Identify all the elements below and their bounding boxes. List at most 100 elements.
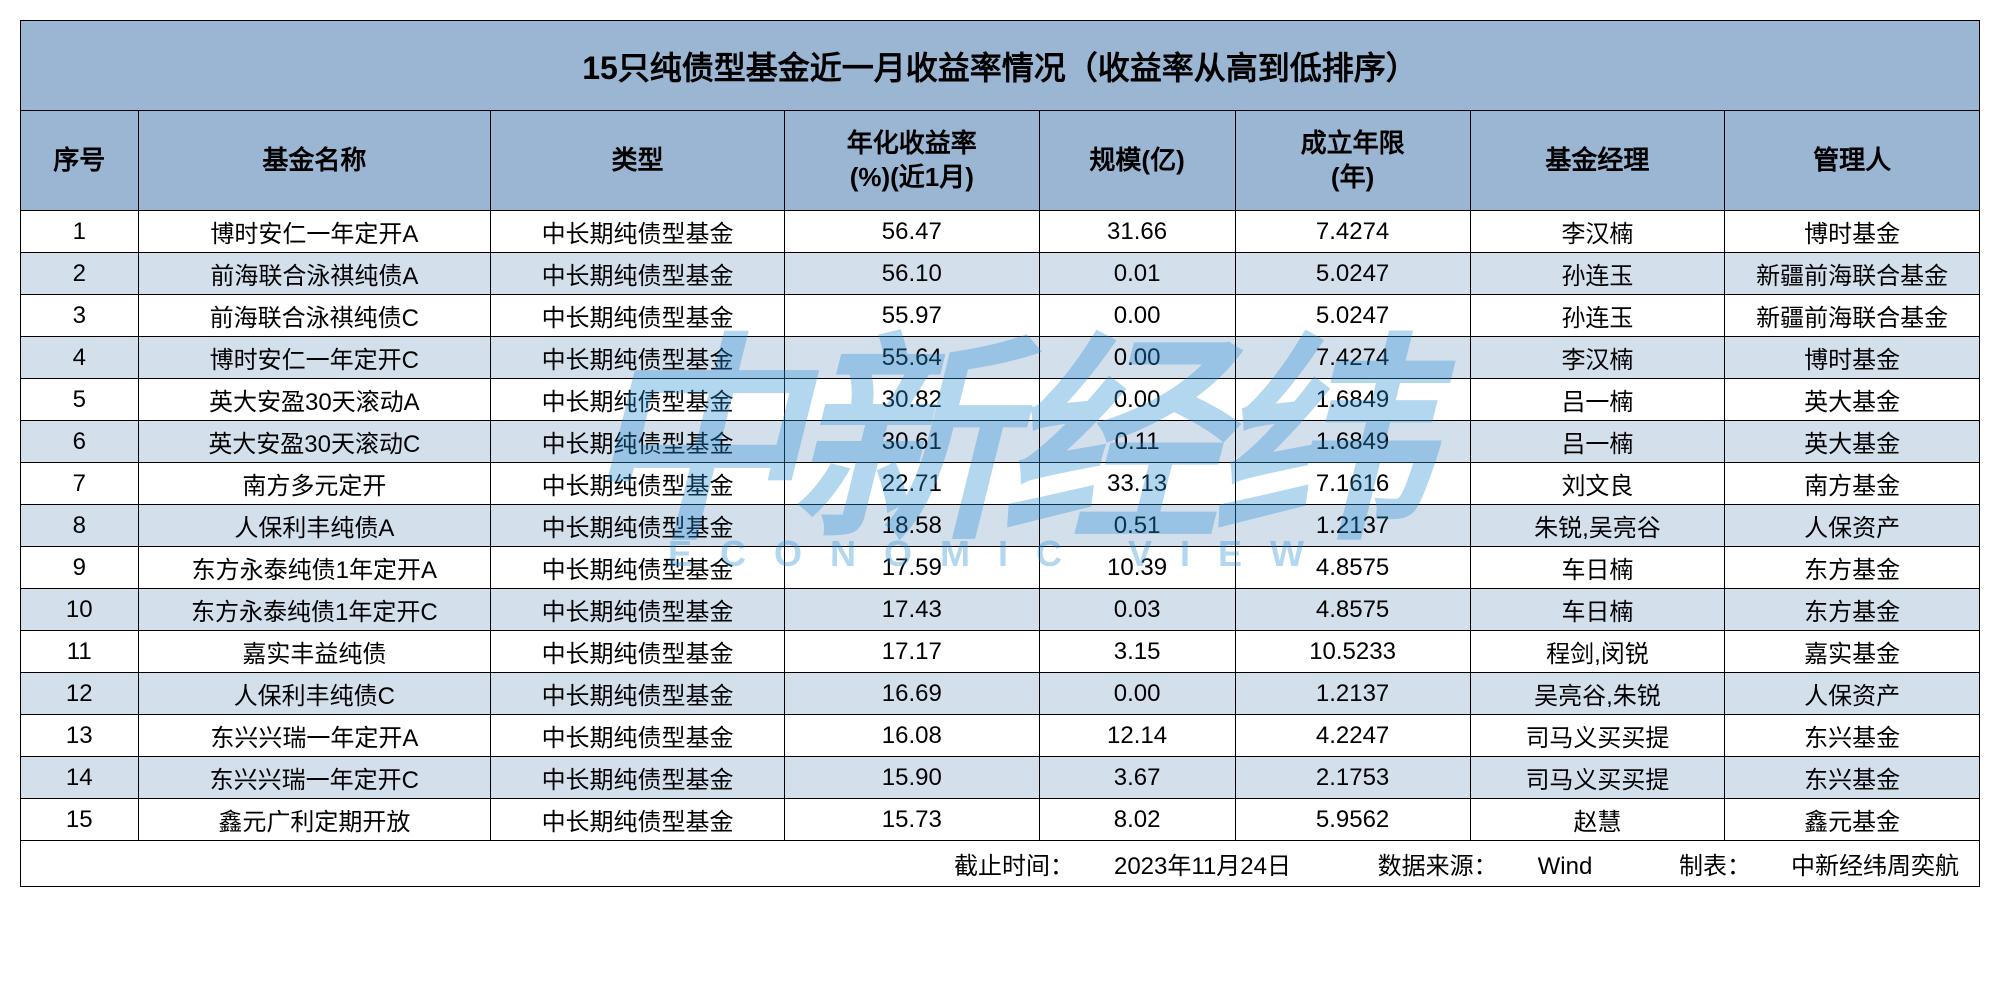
cell-idx: 12 <box>21 673 139 715</box>
cell-age: 1.6849 <box>1235 421 1470 463</box>
cell-type: 中长期纯债型基金 <box>491 463 785 505</box>
cell-scale: 0.03 <box>1039 589 1235 631</box>
cell-type: 中长期纯债型基金 <box>491 253 785 295</box>
cell-idx: 9 <box>21 547 139 589</box>
cell-type: 中长期纯债型基金 <box>491 673 785 715</box>
footer-cutoff: 截止时间： 2023年11月24日 <box>914 853 1298 880</box>
cell-name: 前海联合泳祺纯债C <box>138 295 491 337</box>
cell-name: 英大安盈30天滚动A <box>138 379 491 421</box>
column-header-idx: 序号 <box>21 111 139 211</box>
cell-age: 7.4274 <box>1235 211 1470 253</box>
cell-idx: 4 <box>21 337 139 379</box>
cell-manager: 吕一楠 <box>1470 421 1725 463</box>
cell-yield: 55.64 <box>784 337 1039 379</box>
table-title: 15只纯债型基金近一月收益率情况（收益率从高到低排序） <box>21 21 1980 111</box>
cell-idx: 7 <box>21 463 139 505</box>
table-row: 7南方多元定开中长期纯债型基金22.7133.137.1616刘文良南方基金 <box>21 463 1980 505</box>
cell-age: 4.8575 <box>1235 589 1470 631</box>
table-row: 13东兴兴瑞一年定开A中长期纯债型基金16.0812.144.2247司马义买买… <box>21 715 1980 757</box>
cell-age: 5.0247 <box>1235 253 1470 295</box>
cell-name: 东兴兴瑞一年定开A <box>138 715 491 757</box>
cell-company: 东兴基金 <box>1725 715 1980 757</box>
cell-company: 东方基金 <box>1725 547 1980 589</box>
footer-cutoff-value: 2023年11月24日 <box>1114 853 1291 880</box>
footer-source: 数据来源：Wind <box>1338 853 1599 880</box>
cell-yield: 56.10 <box>784 253 1039 295</box>
footer-credit: 制表：中新经纬周奕航 <box>1639 853 1959 880</box>
cell-scale: 3.67 <box>1039 757 1235 799</box>
cell-yield: 16.69 <box>784 673 1039 715</box>
cell-yield: 17.59 <box>784 547 1039 589</box>
cell-manager: 司马义买买提 <box>1470 757 1725 799</box>
cell-type: 中长期纯债型基金 <box>491 379 785 421</box>
column-header-age: 成立年限(年) <box>1235 111 1470 211</box>
cell-idx: 6 <box>21 421 139 463</box>
cell-name: 南方多元定开 <box>138 463 491 505</box>
cell-scale: 12.14 <box>1039 715 1235 757</box>
cell-idx: 2 <box>21 253 139 295</box>
cell-type: 中长期纯债型基金 <box>491 631 785 673</box>
cell-name: 东方永泰纯债1年定开C <box>138 589 491 631</box>
cell-company: 博时基金 <box>1725 337 1980 379</box>
cell-manager: 李汉楠 <box>1470 337 1725 379</box>
cell-type: 中长期纯债型基金 <box>491 715 785 757</box>
cell-name: 鑫元广利定期开放 <box>138 799 491 841</box>
cell-type: 中长期纯债型基金 <box>491 211 785 253</box>
footer-cutoff-label: 截止时间： <box>954 853 1074 880</box>
cell-company: 鑫元基金 <box>1725 799 1980 841</box>
cell-scale: 0.00 <box>1039 295 1235 337</box>
cell-age: 4.8575 <box>1235 547 1470 589</box>
table-row: 12人保利丰纯债C中长期纯债型基金16.690.001.2137吴亮谷,朱锐人保… <box>21 673 1980 715</box>
cell-scale: 3.15 <box>1039 631 1235 673</box>
column-header-company: 管理人 <box>1725 111 1980 211</box>
table-row: 4博时安仁一年定开C中长期纯债型基金55.640.007.4274李汉楠博时基金 <box>21 337 1980 379</box>
cell-idx: 5 <box>21 379 139 421</box>
cell-scale: 0.00 <box>1039 673 1235 715</box>
cell-company: 博时基金 <box>1725 211 1980 253</box>
cell-manager: 孙连玉 <box>1470 253 1725 295</box>
table-row: 5英大安盈30天滚动A中长期纯债型基金30.820.001.6849吕一楠英大基… <box>21 379 1980 421</box>
table-row: 3前海联合泳祺纯债C中长期纯债型基金55.970.005.0247孙连玉新疆前海… <box>21 295 1980 337</box>
cell-idx: 10 <box>21 589 139 631</box>
cell-idx: 14 <box>21 757 139 799</box>
cell-company: 新疆前海联合基金 <box>1725 295 1980 337</box>
cell-name: 嘉实丰益纯债 <box>138 631 491 673</box>
cell-scale: 0.51 <box>1039 505 1235 547</box>
cell-manager: 程剑,闵锐 <box>1470 631 1725 673</box>
cell-company: 东兴基金 <box>1725 757 1980 799</box>
cell-manager: 车日楠 <box>1470 589 1725 631</box>
cell-scale: 10.39 <box>1039 547 1235 589</box>
cell-scale: 0.00 <box>1039 337 1235 379</box>
cell-type: 中长期纯债型基金 <box>491 337 785 379</box>
footer-credit-label: 制表： <box>1679 853 1751 880</box>
cell-name: 人保利丰纯债C <box>138 673 491 715</box>
cell-age: 10.5233 <box>1235 631 1470 673</box>
cell-scale: 0.00 <box>1039 379 1235 421</box>
cell-type: 中长期纯债型基金 <box>491 799 785 841</box>
cell-scale: 0.11 <box>1039 421 1235 463</box>
cell-name: 博时安仁一年定开A <box>138 211 491 253</box>
cell-scale: 0.01 <box>1039 253 1235 295</box>
cell-name: 前海联合泳祺纯债A <box>138 253 491 295</box>
cell-yield: 16.08 <box>784 715 1039 757</box>
table-row: 9东方永泰纯债1年定开A中长期纯债型基金17.5910.394.8575车日楠东… <box>21 547 1980 589</box>
cell-age: 5.9562 <box>1235 799 1470 841</box>
cell-idx: 11 <box>21 631 139 673</box>
cell-manager: 吴亮谷,朱锐 <box>1470 673 1725 715</box>
fund-table-container: 15只纯债型基金近一月收益率情况（收益率从高到低排序） 序号基金名称类型年化收益… <box>20 20 1980 887</box>
cell-yield: 22.71 <box>784 463 1039 505</box>
column-header-yield: 年化收益率(%)(近1月) <box>784 111 1039 211</box>
table-body: 1博时安仁一年定开A中长期纯债型基金56.4731.667.4274李汉楠博时基… <box>21 211 1980 841</box>
table-row: 1博时安仁一年定开A中长期纯债型基金56.4731.667.4274李汉楠博时基… <box>21 211 1980 253</box>
table-row: 6英大安盈30天滚动C中长期纯债型基金30.610.111.6849吕一楠英大基… <box>21 421 1980 463</box>
cell-type: 中长期纯债型基金 <box>491 505 785 547</box>
cell-name: 英大安盈30天滚动C <box>138 421 491 463</box>
cell-manager: 司马义买买提 <box>1470 715 1725 757</box>
cell-yield: 30.82 <box>784 379 1039 421</box>
cell-type: 中长期纯债型基金 <box>491 547 785 589</box>
cell-type: 中长期纯债型基金 <box>491 295 785 337</box>
cell-yield: 30.61 <box>784 421 1039 463</box>
cell-name: 人保利丰纯债A <box>138 505 491 547</box>
column-header-type: 类型 <box>491 111 785 211</box>
cell-yield: 55.97 <box>784 295 1039 337</box>
